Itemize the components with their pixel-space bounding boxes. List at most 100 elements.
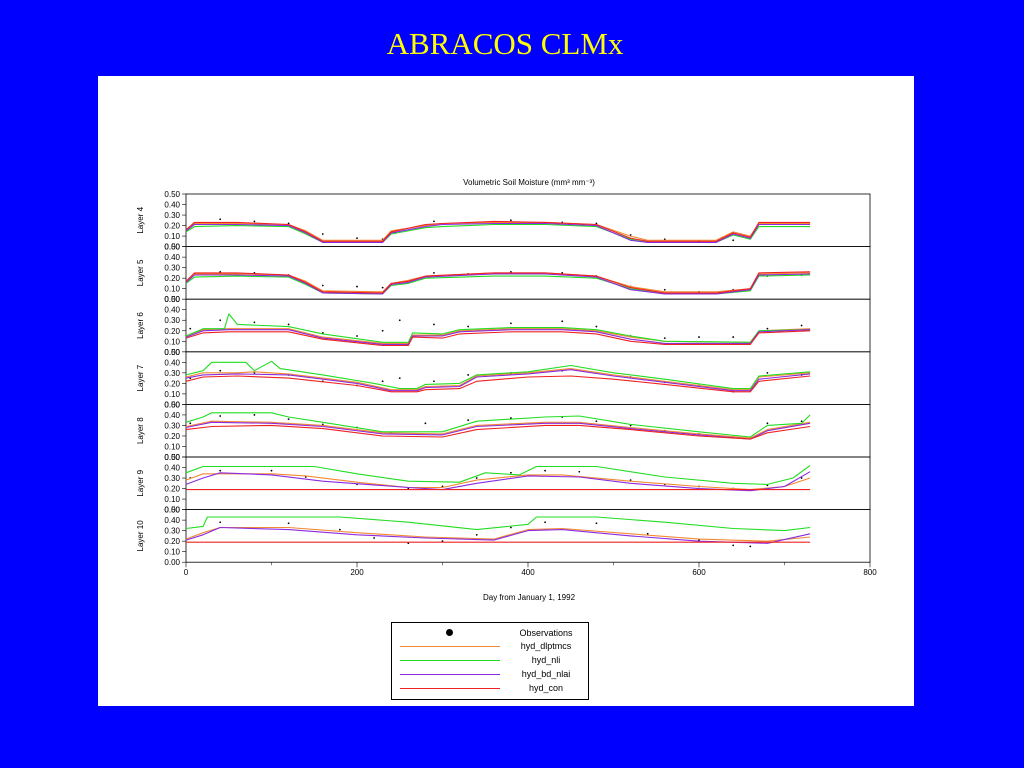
y-tick-label: 0.30 (164, 421, 180, 430)
observation-point (663, 288, 666, 291)
observation-point (646, 532, 649, 535)
observation-point (424, 422, 427, 425)
y-tick-label: 0.30 (164, 474, 180, 483)
y-tick-label: 0.50 (164, 190, 180, 199)
observation-point (561, 272, 564, 274)
observation-point (287, 323, 290, 326)
y-axis-label: Layer 7 (136, 364, 145, 391)
y-tick-label: 0.10 (164, 442, 180, 451)
observation-point (800, 477, 803, 479)
y-tick-label: 0.00 (164, 348, 180, 357)
observation-point (467, 374, 470, 376)
observation-point (356, 237, 358, 240)
y-tick-label: 0.30 (164, 316, 180, 325)
series-line-hyd_nli (185, 313, 811, 343)
legend-line-swatch (400, 660, 500, 661)
observation-point (467, 325, 470, 328)
y-tick-label: 0.20 (164, 274, 180, 283)
observation-point (510, 322, 512, 325)
observation-point (219, 521, 222, 524)
observation-point (732, 544, 735, 547)
series-line-hyd_bd_nlai (185, 222, 811, 243)
observation-point (253, 414, 256, 416)
y-tick-label: 0.20 (164, 485, 180, 494)
observation-point (578, 470, 581, 473)
observation-point (373, 537, 375, 539)
chart-title: Volumetric Soil Moisture (mm³ mm⁻³) (463, 178, 595, 187)
y-tick-label: 0.40 (164, 306, 180, 315)
observation-point (698, 336, 700, 338)
y-tick-label: 0.40 (164, 464, 180, 473)
series-line-hyd_bd_nlai (185, 526, 811, 544)
series-line-hyd_dlptmcs (185, 368, 811, 391)
series-line-hyd_dlptmcs (185, 420, 811, 439)
y-tick-label: 0.20 (164, 327, 180, 336)
observation-point (732, 336, 735, 338)
panel-frame (185, 456, 871, 510)
slide-title: ABRACOS CLMx (386, 26, 624, 61)
y-axis-label: Layer 10 (136, 520, 145, 552)
y-tick-label: 0.50 (164, 453, 180, 462)
series-line-hyd_con (185, 375, 811, 393)
y-tick-label: 0.10 (164, 390, 180, 399)
observation-point (356, 335, 358, 337)
observation-point (339, 528, 341, 531)
legend: Observations hyd_dlptmcs hyd_nli hyd_bd_… (391, 622, 589, 700)
x-tick-label: 600 (692, 568, 706, 577)
observation-point (287, 522, 290, 525)
observation-point (189, 422, 192, 425)
observation-point (561, 320, 564, 323)
observation-point (510, 219, 512, 222)
series-line-hyd_con (185, 424, 811, 440)
y-tick-label: 0.30 (164, 264, 180, 273)
observation-point (441, 540, 444, 543)
observation-point (629, 479, 632, 482)
y-tick-label: 0.50 (164, 400, 180, 409)
legend-item: hyd_nli (392, 654, 588, 667)
series-line-hyd_bd_nlai (185, 369, 811, 392)
observation-point (219, 218, 222, 221)
legend-line-swatch (400, 674, 500, 675)
observation-point (510, 270, 512, 273)
observation-point (800, 324, 803, 327)
observation-point (407, 542, 410, 545)
observation-point (253, 220, 256, 223)
observation-point (433, 220, 435, 223)
observation-point (433, 323, 435, 326)
y-tick-label: 0.50 (164, 243, 180, 252)
observation-point (219, 469, 222, 472)
observation-point (219, 319, 222, 322)
y-tick-label: 0.20 (164, 537, 180, 546)
y-tick-label: 0.30 (164, 369, 180, 378)
y-tick-label: 0.00 (164, 400, 180, 409)
observation-point (287, 222, 290, 225)
observation-point (595, 420, 598, 423)
observation-point (433, 272, 435, 274)
legend-item: hyd_dlptmcs (392, 640, 588, 653)
observation-point (766, 422, 769, 425)
y-axis-label: Layer 8 (136, 417, 145, 444)
y-tick-label: 0.10 (164, 232, 180, 241)
series-line-hyd_con (185, 271, 811, 294)
panel-layer-6: 0.00 0.100.20 0.300.40 0.50 Layer 6 (136, 295, 871, 357)
observation-point (800, 420, 803, 423)
observation-point (398, 319, 401, 322)
observation-point (253, 321, 256, 324)
observation-dot-icon (446, 629, 453, 636)
series-line-hyd_con (185, 330, 811, 347)
y-axis-label: Layer 6 (136, 312, 145, 339)
y-tick-label: 0.10 (164, 337, 180, 346)
observation-point (321, 233, 324, 235)
y-tick-label: 0.10 (164, 285, 180, 294)
series-line-hyd_nli (185, 464, 811, 485)
observation-point (189, 327, 192, 330)
y-axis-label: Layer 5 (136, 259, 145, 286)
observation-point (253, 371, 256, 374)
chart-panel: Volumetric Soil Moisture (mm³ mm⁻³) 0.00… (98, 76, 914, 706)
y-tick-label: 0.10 (164, 495, 180, 504)
legend-label: Observations (519, 628, 573, 638)
soil-moisture-chart: Volumetric Soil Moisture (mm³ mm⁻³) 0.00… (136, 178, 877, 602)
